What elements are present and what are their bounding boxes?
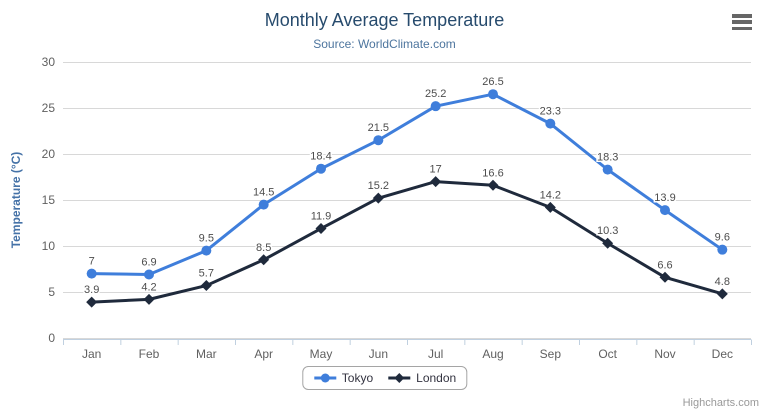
y-axis-tick-label: 30 bbox=[42, 55, 56, 69]
london-data-label: 6.6 bbox=[657, 259, 672, 271]
london-data-label: 4.8 bbox=[715, 276, 730, 288]
london-data-point[interactable] bbox=[143, 293, 155, 305]
x-axis-tick-label: Nov bbox=[654, 347, 675, 361]
london-data-label: 16.6 bbox=[482, 167, 503, 179]
tokyo-data-point[interactable] bbox=[488, 89, 498, 100]
london-data-point[interactable] bbox=[544, 201, 556, 213]
legend-label: Tokyo bbox=[341, 371, 374, 385]
london-data-point[interactable] bbox=[659, 271, 671, 283]
tokyo-data-label: 26.5 bbox=[482, 76, 503, 88]
x-axis-tick-label: Oct bbox=[598, 347, 617, 361]
london-data-point[interactable] bbox=[430, 176, 442, 188]
x-axis-tick-label: Jun bbox=[369, 347, 388, 361]
london-data-label: 4.2 bbox=[141, 281, 156, 293]
london-data-label: 17 bbox=[430, 164, 442, 176]
tokyo-data-label: 18.3 bbox=[597, 152, 618, 164]
tokyo-series-marker-icon bbox=[313, 373, 336, 383]
legend-item-tokyo[interactable]: Tokyo bbox=[313, 371, 373, 385]
london-data-label: 3.9 bbox=[84, 284, 99, 296]
london-data-point[interactable] bbox=[315, 223, 327, 235]
legend: Tokyo London bbox=[301, 366, 468, 390]
x-axis-tick-label: Apr bbox=[254, 347, 273, 361]
tokyo-data-point[interactable] bbox=[717, 244, 728, 255]
tokyo-data-point[interactable] bbox=[373, 135, 384, 146]
hamburger-bar bbox=[732, 26, 752, 30]
chart-title: Monthly Average Temperature bbox=[264, 10, 505, 30]
x-axis-tick-label: Sep bbox=[540, 347, 562, 361]
x-axis-tick-label: May bbox=[310, 347, 333, 361]
london-data-label: 11.9 bbox=[311, 211, 332, 223]
london-data-point[interactable] bbox=[372, 192, 384, 204]
hamburger-bar bbox=[732, 14, 752, 18]
tokyo-data-point[interactable] bbox=[86, 268, 97, 279]
tokyo-data-point[interactable] bbox=[430, 101, 441, 112]
london-series-line[interactable] bbox=[90, 180, 724, 304]
tokyo-data-label: 6.9 bbox=[141, 257, 156, 269]
tokyo-data-point[interactable] bbox=[602, 164, 613, 175]
london-data-label: 14.2 bbox=[540, 189, 561, 201]
tokyo-data-point[interactable] bbox=[144, 269, 154, 280]
legend-label: London bbox=[416, 371, 457, 385]
y-axis-tick-label: 5 bbox=[48, 285, 55, 299]
tokyo-data-label: 18.4 bbox=[310, 151, 331, 163]
x-axis-tick-label: Jan bbox=[82, 347, 101, 361]
y-axis-tick-label: 10 bbox=[42, 239, 56, 253]
tokyo-data-label: 14.5 bbox=[253, 187, 274, 199]
tokyo-data-label: 23.3 bbox=[540, 106, 561, 118]
tokyo-data-point[interactable] bbox=[316, 163, 326, 174]
london-data-label: 15.2 bbox=[368, 180, 389, 192]
london-data-label: 8.5 bbox=[256, 242, 271, 254]
x-axis-tick-label: Dec bbox=[712, 347, 733, 361]
x-axis-tick-label: Aug bbox=[482, 347, 503, 361]
tokyo-data-label: 21.5 bbox=[368, 122, 389, 134]
tokyo-data-point[interactable] bbox=[660, 205, 670, 216]
tokyo-data-point[interactable] bbox=[201, 245, 212, 256]
y-axis-tick-label: 0 bbox=[48, 331, 55, 345]
tokyo-data-label: 9.5 bbox=[199, 233, 214, 245]
london-data-point[interactable] bbox=[487, 179, 499, 191]
tokyo-series-line[interactable] bbox=[90, 92, 724, 277]
tokyo-data-point[interactable] bbox=[545, 118, 556, 129]
london-data-label: 5.7 bbox=[199, 268, 214, 280]
legend-item-london[interactable]: London bbox=[387, 371, 456, 385]
tokyo-data-label: 13.9 bbox=[654, 192, 675, 204]
x-axis-tick-label: Jul bbox=[428, 347, 443, 361]
y-axis-title: Temperature (°C) bbox=[9, 152, 23, 249]
highcharts-credits-link[interactable]: Highcharts.com bbox=[682, 397, 759, 409]
x-axis-tick-label: Feb bbox=[139, 347, 160, 361]
tokyo-data-label: 9.6 bbox=[715, 232, 730, 244]
hamburger-bar bbox=[732, 20, 752, 24]
london-data-point[interactable] bbox=[602, 237, 614, 249]
y-axis-tick-label: 25 bbox=[42, 101, 56, 115]
y-axis-tick-label: 20 bbox=[42, 147, 56, 161]
tokyo-data-label: 25.2 bbox=[425, 88, 446, 100]
tokyo-data-point[interactable] bbox=[258, 199, 269, 210]
london-data-point[interactable] bbox=[86, 296, 98, 308]
tokyo-data-label: 7 bbox=[89, 256, 95, 268]
hamburger-icon[interactable] bbox=[732, 14, 754, 30]
london-data-label: 10.3 bbox=[597, 225, 618, 237]
london-data-point[interactable] bbox=[716, 288, 728, 300]
london-series-marker-icon bbox=[388, 373, 411, 383]
y-axis-tick-label: 15 bbox=[42, 193, 56, 207]
london-data-point[interactable] bbox=[258, 254, 270, 266]
x-axis-tick-label: Mar bbox=[196, 347, 217, 361]
chart-subtitle: Source: WorldClimate.com bbox=[313, 37, 456, 51]
london-data-point[interactable] bbox=[200, 280, 212, 292]
